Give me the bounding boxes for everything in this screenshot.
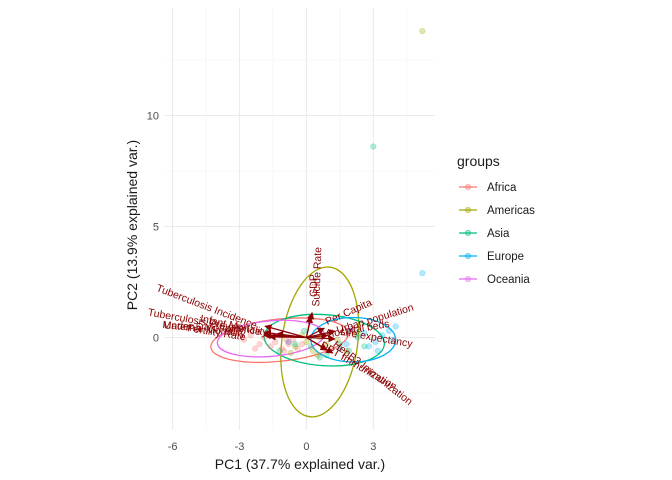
point-africa bbox=[231, 330, 239, 337]
point-africa bbox=[285, 341, 292, 348]
point-americas bbox=[419, 28, 426, 35]
legend-label-africa: Africa bbox=[487, 182, 517, 194]
point-asia bbox=[285, 338, 292, 345]
loading-label: Under-5 Mortality bbox=[163, 319, 245, 335]
x-tick-label: -3 bbox=[235, 441, 245, 453]
point-africa bbox=[225, 327, 232, 334]
point-europe bbox=[347, 327, 355, 334]
point-africa bbox=[281, 347, 288, 354]
point-oceania bbox=[350, 325, 357, 332]
point-africa bbox=[272, 338, 279, 345]
legend-point-europe bbox=[464, 252, 472, 260]
point-asia bbox=[292, 341, 299, 348]
loading-arrow bbox=[306, 336, 334, 354]
point-asia bbox=[307, 343, 314, 350]
point-americas bbox=[343, 347, 350, 354]
x-tick-label: -6 bbox=[168, 441, 178, 453]
legend-point-asia bbox=[464, 229, 472, 237]
point-americas bbox=[314, 352, 321, 359]
loading-label: HepB3 Immunization bbox=[331, 338, 415, 408]
point-asia bbox=[354, 330, 361, 337]
point-europe bbox=[361, 330, 368, 337]
point-africa bbox=[278, 345, 285, 352]
point-asia bbox=[316, 354, 323, 361]
legend-point-americas bbox=[464, 206, 472, 214]
ellipse-africa bbox=[210, 317, 350, 363]
y-axis-title: PC2 (13.9% explained var.) bbox=[124, 140, 140, 310]
y-tick-label: 10 bbox=[147, 111, 159, 123]
point-europe bbox=[390, 336, 397, 343]
point-asia bbox=[370, 143, 377, 150]
point-europe bbox=[374, 347, 381, 354]
point-africa bbox=[294, 345, 301, 352]
x-axis-title: PC1 (37.7% explained var.) bbox=[215, 456, 385, 472]
point-asia bbox=[276, 347, 283, 354]
y-axis-ticks: 0 5 10 bbox=[147, 111, 159, 345]
legend-label-americas: Americas bbox=[487, 205, 535, 217]
loading-arrow bbox=[306, 327, 325, 339]
y-tick-label: 0 bbox=[153, 333, 159, 345]
loading-arrow bbox=[268, 333, 307, 341]
loading-label: GDP bbox=[308, 274, 320, 297]
loading-label: Suicide Rate bbox=[310, 247, 324, 307]
loading-arrows bbox=[263, 311, 336, 354]
point-europe bbox=[365, 343, 372, 350]
point-africa bbox=[256, 341, 263, 348]
legend-point-africa bbox=[464, 183, 472, 191]
loading-arrow bbox=[264, 324, 307, 339]
point-americas bbox=[287, 349, 294, 357]
point-africa bbox=[267, 343, 274, 350]
legend: groups Africa Americas Asia Europe Oceania bbox=[457, 153, 535, 286]
legend-label-asia: Asia bbox=[487, 228, 510, 240]
point-asia bbox=[301, 327, 308, 334]
point-europe bbox=[419, 270, 426, 277]
x-axis-ticks: -6 -3 0 3 bbox=[168, 441, 377, 453]
point-oceania bbox=[285, 338, 292, 345]
x-tick-label: 0 bbox=[303, 441, 309, 453]
point-europe bbox=[385, 327, 392, 334]
data-points bbox=[225, 28, 426, 361]
legend-label-oceania: Oceania bbox=[487, 274, 530, 286]
point-asia bbox=[336, 341, 343, 348]
point-africa bbox=[252, 345, 259, 352]
point-americas bbox=[352, 332, 359, 339]
point-europe bbox=[392, 323, 399, 330]
legend-point-oceania bbox=[464, 275, 472, 283]
loading-arrow bbox=[306, 335, 336, 343]
y-tick-label: 5 bbox=[153, 222, 159, 234]
point-europe bbox=[343, 341, 350, 348]
x-tick-label: 3 bbox=[370, 441, 376, 453]
point-asia bbox=[361, 343, 368, 350]
point-asia bbox=[345, 347, 352, 354]
point-europe bbox=[379, 332, 386, 339]
point-americas bbox=[303, 338, 310, 345]
point-africa bbox=[247, 332, 254, 339]
grid-lines bbox=[164, 8, 435, 430]
point-europe bbox=[336, 345, 343, 352]
legend-label-europe: Europe bbox=[487, 251, 524, 263]
point-americas bbox=[292, 343, 299, 350]
loading-arrow bbox=[305, 315, 313, 338]
point-africa bbox=[298, 341, 305, 348]
point-europe bbox=[372, 338, 379, 345]
point-africa bbox=[240, 336, 248, 343]
point-europe bbox=[354, 334, 361, 341]
legend-title: groups bbox=[457, 153, 500, 169]
point-americas bbox=[310, 347, 317, 354]
